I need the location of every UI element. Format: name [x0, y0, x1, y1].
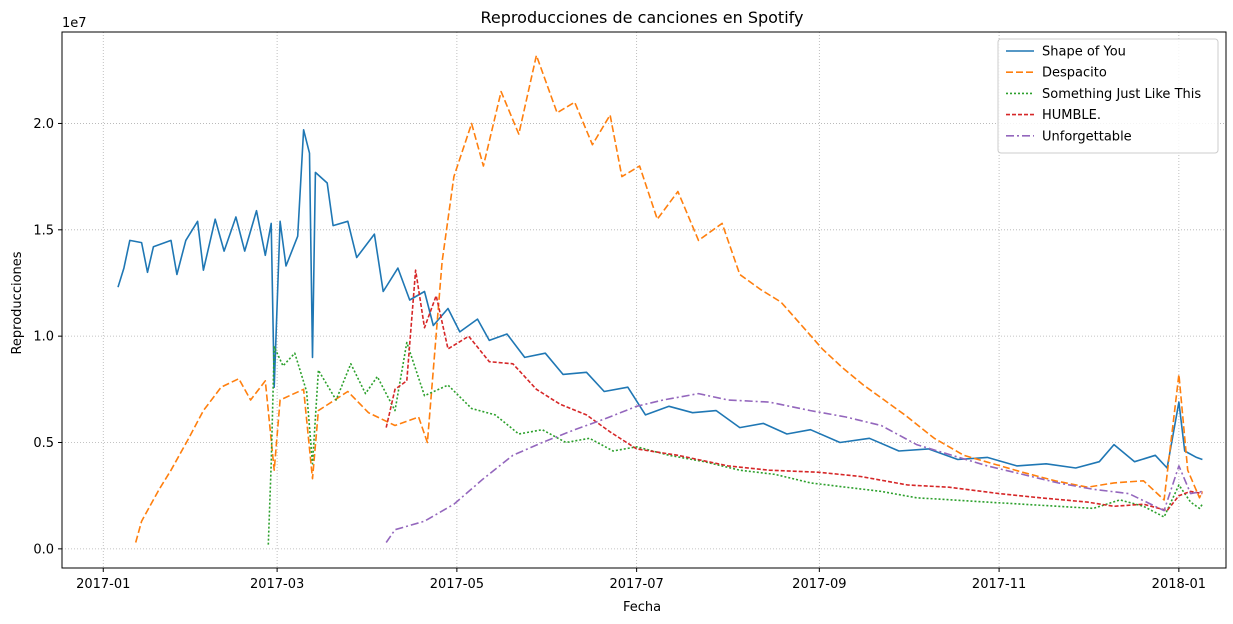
y-tick-label: 2.0: [33, 117, 54, 132]
plot-frame: [61, 31, 1227, 569]
x-tick-label: 2017-03: [250, 577, 304, 592]
y-axis: 0.0 0.5 1.0 1.5 2.0: [33, 117, 62, 557]
series-line-unforgettable: [385, 392, 1203, 543]
legend-label: Shape of You: [1042, 45, 1126, 60]
legend-label: HUMBLE.: [1042, 108, 1101, 123]
legend-label: Despacito: [1042, 66, 1107, 81]
x-tick-label: 2017-11: [972, 577, 1026, 592]
x-axis-label: Fecha: [623, 600, 661, 615]
y-tick-label: 1.0: [33, 330, 54, 345]
series-line-humble: [385, 269, 1203, 512]
series-lines: [117, 54, 1204, 545]
chart-title: Reproducciones de canciones en Spotify: [481, 8, 804, 27]
y-tick-label: 0.0: [33, 542, 54, 557]
legend-label: Something Just Like This: [1042, 87, 1201, 102]
series-line-shape-of-you: [117, 129, 1203, 469]
x-axis: 2017-01 2017-03 2017-05 2017-07 2017-09 2017-…: [76, 568, 1206, 592]
y-offset-label: 1e7: [62, 16, 87, 31]
legend-box: [997, 38, 1219, 154]
x-tick-label: 2017-01: [76, 577, 130, 592]
legend-label: Unforgettable: [1042, 129, 1132, 144]
x-tick-label: 2017-05: [430, 577, 484, 592]
y-tick-label: 0.5: [33, 436, 54, 451]
x-tick-label: 2017-07: [609, 577, 663, 592]
x-tick-label: 2017-09: [792, 577, 846, 592]
legend: Shape of You Despacito Something Just Like…: [997, 38, 1219, 154]
y-tick-label: 1.5: [33, 223, 54, 238]
y-axis-label: Reproducciones: [10, 251, 25, 354]
x-tick-label: 2018-01: [1152, 577, 1206, 592]
series-line-something-just-like-this: [267, 341, 1204, 545]
